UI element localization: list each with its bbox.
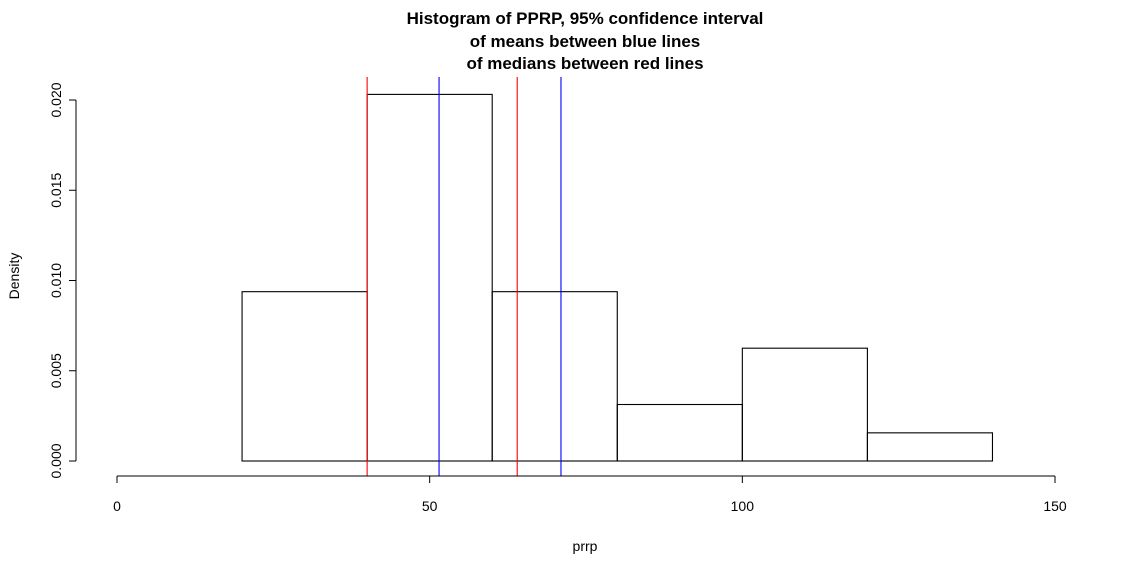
x-axis-label: prrp	[573, 538, 598, 554]
x-tick-label-0: 0	[113, 498, 121, 514]
y-tick-label-3: 0.015	[48, 173, 64, 208]
histogram-bar-1	[241, 291, 368, 462]
y-tick-label-2: 0.010	[48, 263, 64, 298]
confidence-lines	[366, 77, 562, 476]
chart-title-line-1: Histogram of PPRP, 95% confidence interv…	[407, 9, 764, 28]
chart-title-line-2: of means between blue lines	[470, 32, 701, 51]
histogram-bar-2	[366, 93, 493, 462]
x-tick-label-1: 50	[422, 498, 438, 514]
y-tick-label-1: 0.005	[48, 353, 64, 388]
histogram-bar-6	[866, 432, 994, 462]
x-tick-label-2: 100	[731, 498, 755, 514]
chart-title-line-3: of medians between red lines	[466, 54, 703, 73]
chart-title: Histogram of PPRP, 95% confidence interv…	[407, 9, 764, 73]
x-tick-label-3: 150	[1043, 498, 1067, 514]
x-axis: 0 50 100 150	[113, 475, 1067, 514]
histogram-bar-4	[616, 403, 743, 462]
histogram-bar-3	[491, 291, 618, 462]
y-tick-label-4: 0.020	[48, 82, 64, 117]
y-tick-label-0: 0.000	[48, 443, 64, 478]
y-axis: 0.000 0.005 0.010 0.015 0.020	[48, 82, 77, 479]
histogram-bar-5	[741, 347, 868, 462]
histogram-bars	[241, 93, 994, 462]
y-axis-label: Density	[6, 253, 22, 300]
